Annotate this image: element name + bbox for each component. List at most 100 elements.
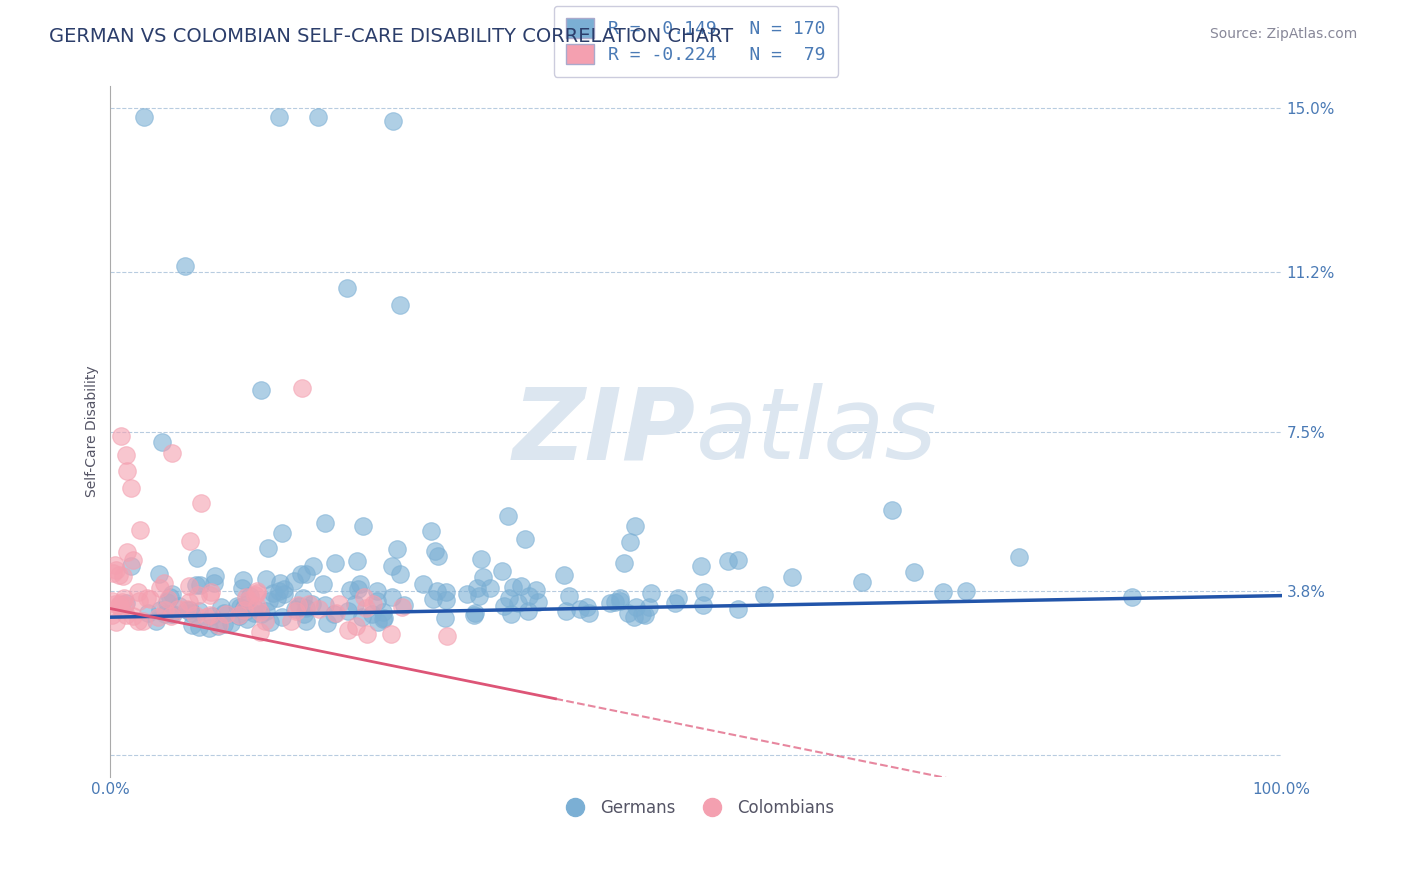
Point [167, 602, 190, 616]
Point [423, 544, 446, 558]
Point [312, 576, 335, 591]
Point [200, 585, 222, 599]
Point [138, 591, 160, 606]
Point [328, 597, 350, 611]
Point [339, 582, 361, 597]
Point [932, 585, 955, 599]
Point [336, 604, 359, 618]
Point [246, 584, 269, 599]
Point [110, 598, 132, 612]
Point [344, 619, 367, 633]
Point [187, 620, 209, 634]
Point [576, 599, 599, 614]
Point [187, 588, 209, 602]
Point [389, 298, 412, 312]
Point [167, 599, 190, 613]
Point [609, 591, 631, 605]
Point [100, 594, 122, 608]
Point [254, 604, 277, 618]
Point [262, 586, 284, 600]
Point [146, 610, 169, 624]
Point [112, 569, 135, 583]
Point [105, 563, 128, 577]
Point [506, 596, 529, 610]
Point [257, 541, 280, 556]
Point [209, 600, 232, 615]
Point [851, 574, 873, 589]
Point [634, 607, 657, 622]
Point [212, 617, 235, 632]
Point [200, 608, 222, 623]
Point [179, 533, 201, 548]
Point [115, 544, 138, 558]
Point [186, 550, 208, 565]
Point [605, 595, 627, 609]
Point [302, 559, 325, 574]
Point [717, 554, 740, 568]
Point [479, 582, 502, 596]
Point [110, 602, 132, 616]
Point [366, 584, 388, 599]
Point [273, 582, 295, 597]
Point [115, 464, 138, 478]
Point [336, 281, 359, 295]
Point [352, 518, 374, 533]
Point [516, 603, 538, 617]
Point [387, 542, 409, 557]
Point [366, 593, 388, 607]
Point [219, 616, 242, 631]
Point [232, 603, 254, 617]
Point [693, 585, 716, 599]
Point [127, 584, 149, 599]
Point [243, 606, 266, 620]
Point [301, 597, 323, 611]
Point [392, 598, 415, 612]
Point [228, 608, 250, 623]
Point [159, 590, 181, 604]
Point [422, 592, 444, 607]
Point [207, 619, 229, 633]
Point [153, 607, 176, 622]
Point [664, 596, 686, 610]
Point [666, 591, 689, 605]
Point [285, 604, 308, 618]
Point [356, 601, 378, 615]
Point [373, 612, 395, 626]
Point [273, 586, 295, 600]
Point [249, 605, 271, 619]
Text: atlas: atlas [696, 383, 938, 480]
Point [465, 581, 488, 595]
Point [101, 608, 124, 623]
Point [188, 604, 211, 618]
Point [526, 582, 548, 597]
Point [198, 588, 221, 602]
Point [353, 590, 375, 604]
Point [382, 114, 405, 128]
Point [371, 606, 394, 620]
Point [271, 610, 294, 624]
Point [111, 595, 134, 609]
Point [467, 589, 489, 603]
Point [349, 576, 371, 591]
Point [267, 110, 290, 124]
Point [107, 568, 129, 582]
Point [105, 615, 128, 630]
Point [295, 614, 318, 628]
Point [599, 596, 621, 610]
Point [108, 598, 131, 612]
Point [381, 559, 404, 574]
Point [184, 608, 207, 623]
Point [180, 618, 202, 632]
Point [499, 607, 522, 622]
Point [553, 567, 575, 582]
Point [156, 595, 179, 609]
Point [280, 614, 302, 628]
Point [236, 612, 259, 626]
Point [314, 516, 336, 531]
Point [176, 603, 198, 617]
Text: Source: ZipAtlas.com: Source: ZipAtlas.com [1209, 27, 1357, 41]
Point [179, 603, 201, 617]
Point [287, 598, 309, 612]
Point [112, 591, 135, 605]
Point [380, 627, 402, 641]
